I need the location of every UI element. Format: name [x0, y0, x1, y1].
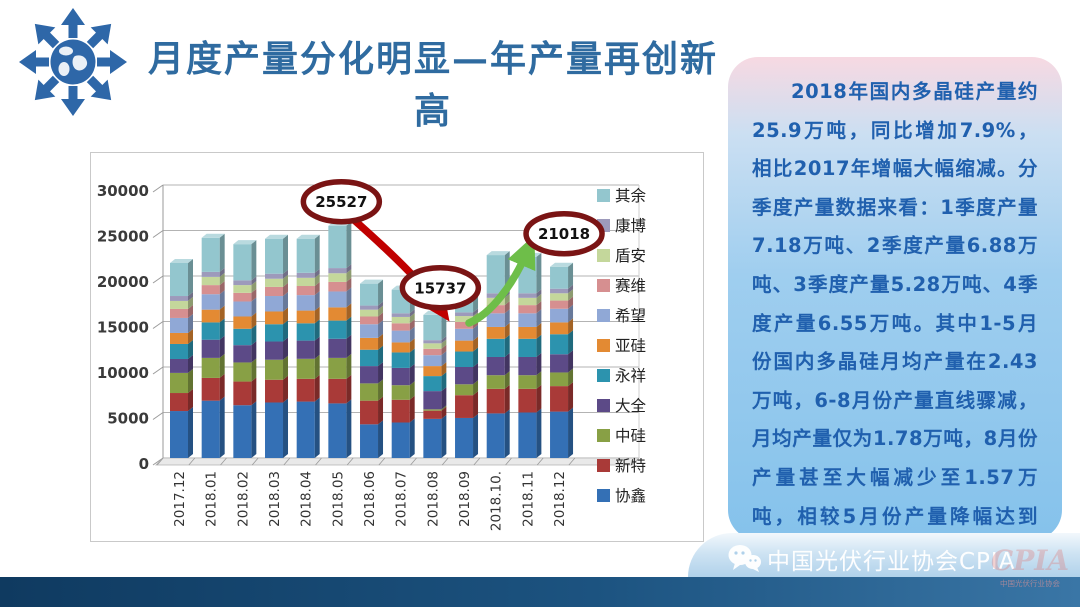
legend-item-新特: 新特	[597, 457, 646, 475]
svg-text:15737: 15737	[414, 279, 466, 297]
svg-text:2018.09: 2018.09	[457, 471, 473, 527]
svg-text:2018.02: 2018.02	[235, 471, 251, 527]
svg-text:大全: 大全	[615, 397, 647, 415]
legend-item-盾安: 盾安	[597, 247, 646, 265]
svg-text:希望: 希望	[615, 307, 646, 325]
svg-text:中硅: 中硅	[615, 427, 646, 445]
svg-text:协鑫: 协鑫	[615, 487, 646, 505]
svg-text:2018.07: 2018.07	[394, 471, 410, 527]
svg-text:10000: 10000	[97, 364, 149, 382]
svg-text:15000: 15000	[97, 319, 149, 337]
globe-arrows-icon	[19, 8, 127, 116]
annotation-21018: 21018	[523, 210, 605, 257]
chart-frame: 0 5000 10000 15000 20000 25000 30000 2017.12 201…	[90, 152, 704, 542]
svg-text:新特: 新特	[615, 457, 646, 475]
legend-item-希望: 希望	[597, 307, 646, 325]
watermark-text: 中国光伏行业协会CPIA	[767, 549, 1016, 575]
svg-text:其余: 其余	[615, 186, 647, 205]
bars	[170, 221, 574, 458]
svg-text:盾安: 盾安	[615, 247, 646, 265]
legend-item-永祥: 永祥	[597, 367, 646, 385]
svg-text:2018.12: 2018.12	[552, 471, 568, 527]
legend-item-中硅: 中硅	[597, 427, 646, 445]
svg-text:0: 0	[139, 455, 149, 473]
page-title: 月度产量分化明显—年产量再创新高	[147, 38, 718, 132]
bar-2018.11	[518, 252, 542, 458]
svg-text:2018.05: 2018.05	[330, 471, 346, 527]
svg-text:20000: 20000	[97, 273, 149, 291]
annotation-15737: 15737	[399, 265, 482, 311]
bar-2018.02	[233, 240, 257, 458]
svg-text:5000: 5000	[107, 410, 149, 428]
svg-text:2018.03: 2018.03	[267, 471, 283, 527]
bar-2018.07	[391, 285, 415, 458]
bar-2018.12	[550, 262, 574, 458]
bar-2018.01	[201, 233, 225, 458]
svg-text:赛维: 赛维	[615, 276, 646, 295]
globe-arrows-logo	[18, 6, 128, 118]
svg-text:21018: 21018	[538, 225, 590, 243]
info-panel: 2018年国内多晶硅产量约25.9万吨，同比增加7.9%，相比2017年增幅大幅…	[728, 57, 1062, 605]
bar-2018.03	[265, 234, 289, 458]
y-axis-labels: 0 5000 10000 15000 20000 25000 30000	[97, 182, 149, 473]
svg-text:2018.08: 2018.08	[425, 471, 441, 527]
legend-item-其余: 其余	[597, 186, 647, 205]
bar-2018.06	[360, 279, 384, 458]
bar-2018.08	[423, 310, 447, 458]
info-panel-text: 2018年国内多晶硅产量约25.9万吨，同比增加7.9%，相比2017年增幅大幅…	[752, 80, 1038, 605]
legend-item-协鑫: 协鑫	[597, 487, 646, 505]
svg-text:30000: 30000	[97, 182, 149, 200]
svg-text:康博: 康博	[615, 217, 646, 235]
bar-2018.09	[455, 285, 479, 458]
svg-text:2017.12: 2017.12	[172, 471, 188, 527]
legend-item-亚硅: 亚硅	[597, 337, 646, 355]
svg-text:2018.06: 2018.06	[362, 471, 378, 527]
bar-2018.10.	[486, 251, 510, 458]
wechat-icon	[727, 543, 763, 575]
annotations: 25527 15737 21018	[300, 178, 605, 311]
annotation-25527: 25527	[300, 178, 383, 225]
footer-bar	[0, 577, 1080, 607]
svg-text:25000: 25000	[97, 228, 149, 246]
svg-text:2018.10.: 2018.10.	[489, 471, 505, 531]
wechat-watermark: 中国光伏行业协会CPIA	[727, 541, 1015, 577]
bar-2018.04	[296, 234, 320, 458]
svg-text:2018.04: 2018.04	[299, 471, 315, 527]
svg-text:亚硅: 亚硅	[615, 337, 646, 355]
svg-text:2018.11: 2018.11	[520, 471, 536, 527]
svg-text:2018.01: 2018.01	[204, 471, 220, 527]
x-axis-labels: 2017.12 2018.01 2018.02 2018.03 2018.04 2018.…	[172, 471, 568, 531]
svg-text:25527: 25527	[315, 193, 367, 211]
svg-text:永祥: 永祥	[615, 367, 646, 385]
legend-item-大全: 大全	[597, 397, 647, 415]
legend-item-赛维: 赛维	[597, 276, 646, 295]
bar-2017.12	[170, 258, 193, 458]
bar-2018.05	[328, 221, 352, 458]
